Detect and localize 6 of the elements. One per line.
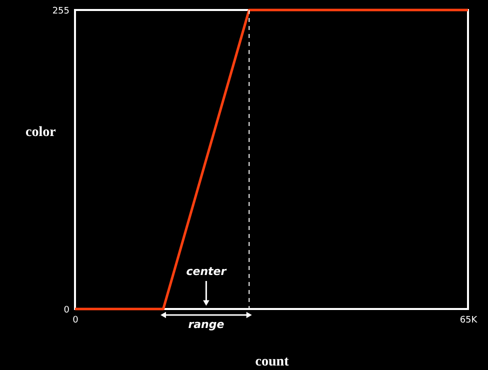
- y-tick-label: 255: [52, 6, 70, 16]
- x-tick-label: 65K: [460, 316, 478, 326]
- text: range: [188, 318, 225, 331]
- annotation: center: [186, 265, 227, 278]
- x-axis-title: count: [255, 354, 290, 370]
- y-axis-title: color: [26, 125, 56, 140]
